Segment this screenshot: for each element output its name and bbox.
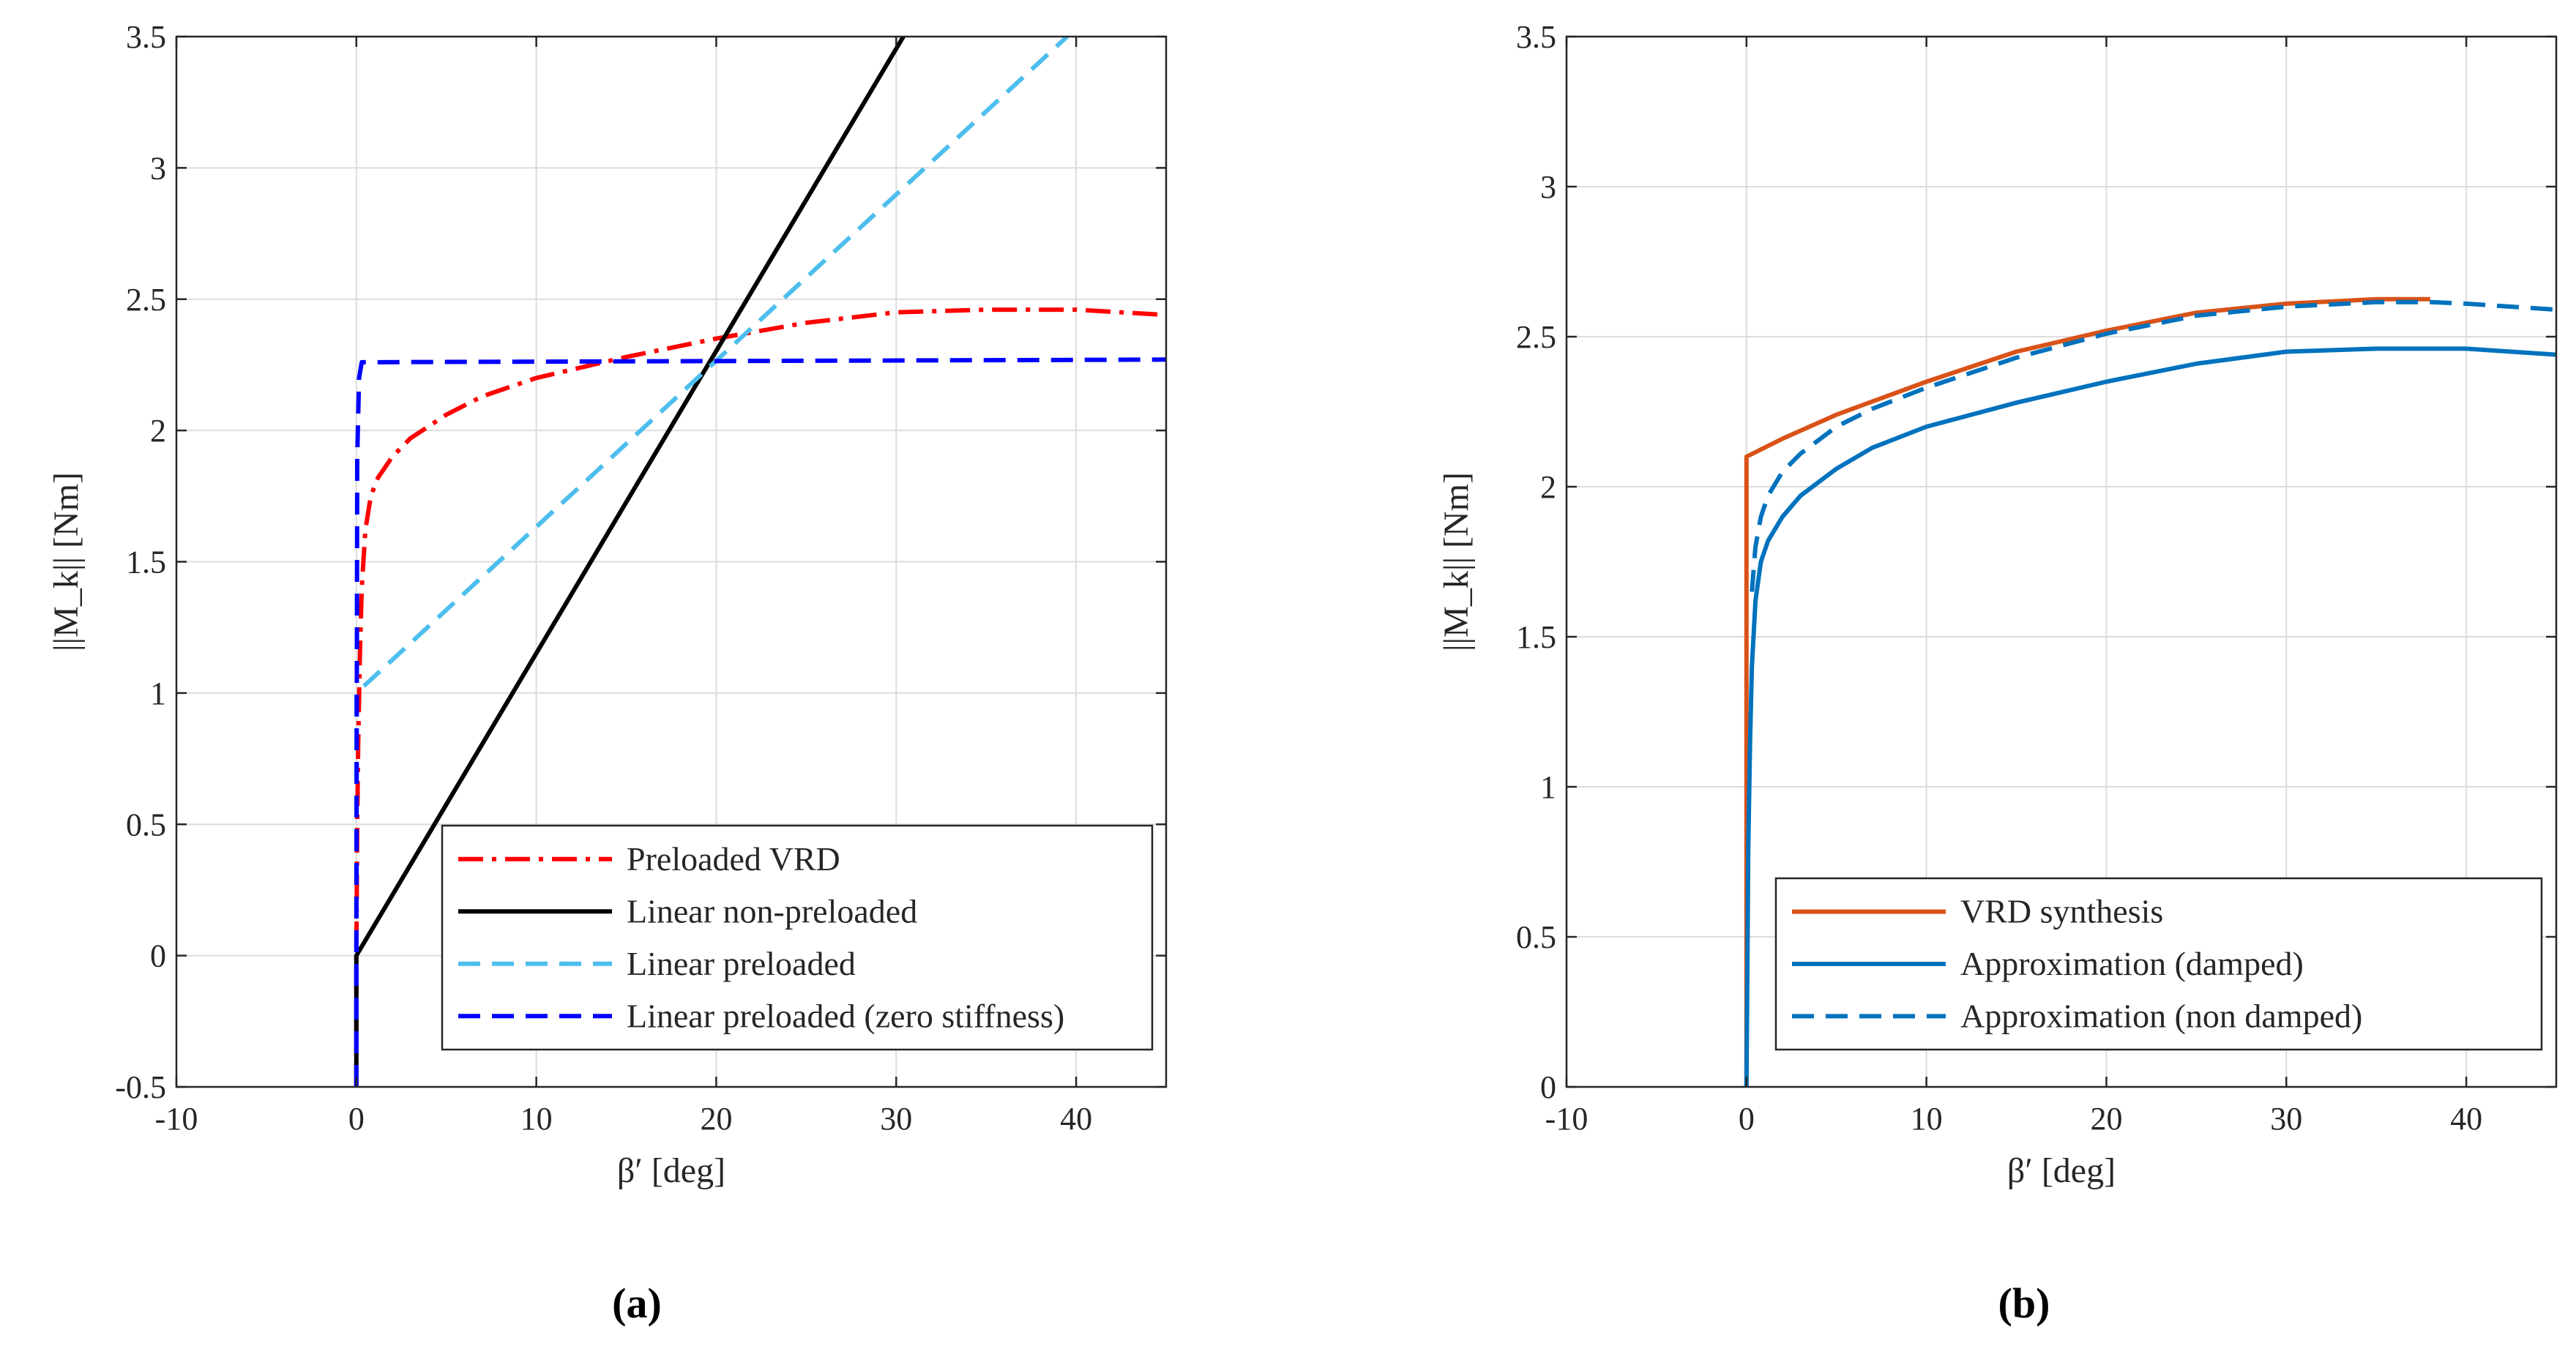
y-tick-label-a-3: 1 <box>150 676 166 711</box>
x-tick-label-b-3: 20 <box>2090 1101 2122 1137</box>
x-tick-label-a-0: -10 <box>155 1101 198 1137</box>
y-tick-label-a-4: 1.5 <box>126 545 166 580</box>
x-tick-label-a-4: 30 <box>880 1101 912 1137</box>
plot-frame-b <box>1565 35 2558 1088</box>
series-line-a-0 <box>354 307 1166 1087</box>
x-tick-label-b-2: 10 <box>1911 1101 1943 1137</box>
series-line-b-1 <box>1744 346 2556 1087</box>
legend-label-b-0: VRD synthesis <box>1960 893 2163 930</box>
y-tick-label-a-0: -0.5 <box>115 1069 166 1105</box>
y-tick-label-b-4: 2 <box>1540 469 1556 505</box>
series-line-a-3 <box>354 357 1166 1087</box>
legend-label-a-1: Linear non-preloaded <box>627 892 917 930</box>
panel-b-label: (b) <box>1998 1279 2050 1327</box>
legend-label-a-2: Linear preloaded <box>627 945 856 982</box>
y-tick-label-a-2: 0.5 <box>126 807 166 842</box>
y-tick-label-b-5: 2.5 <box>1516 319 1556 355</box>
y-tick-label-a-1: 0 <box>150 938 166 974</box>
x-tick-label-a-1: 0 <box>348 1101 365 1137</box>
legend-label-b-1: Approximation (damped) <box>1960 945 2304 982</box>
y-axis-label-a: ||M_k|| [Nm] <box>47 472 86 651</box>
x-tick-label-a-3: 20 <box>700 1101 732 1137</box>
panel-a-label: (a) <box>612 1279 662 1327</box>
y-tick-label-b-1: 0.5 <box>1516 919 1556 955</box>
legend-label-b-2: Approximation (non damped) <box>1960 997 2362 1034</box>
y-axis-label-b: ||M_k|| [Nm] <box>1437 472 1476 651</box>
y-tick-label-a-5: 2 <box>150 413 166 449</box>
chart-panel-a: -10 0 10 20 30 40 -0.5 0 0.5 1 1.5 2 2.5 3 3.5 β′ [deg]… <box>47 19 1168 1190</box>
legend-label-a-0: Preloaded VRD <box>627 840 840 878</box>
y-tick-label-b-0: 0 <box>1540 1069 1556 1105</box>
legend-box-a <box>441 824 1154 1051</box>
x-tick-label-a-2: 10 <box>520 1101 553 1137</box>
x-tick-label-a-5: 40 <box>1060 1101 1092 1137</box>
legend-label-a-3: Linear preloaded (zero stiffness) <box>627 997 1064 1034</box>
y-tick-label-a-7: 3 <box>150 150 166 186</box>
series-line-b-0 <box>1744 296 2430 1087</box>
x-tick-label-b-1: 0 <box>1739 1101 1755 1137</box>
y-tick-label-a-6: 2.5 <box>126 282 166 318</box>
y-tick-label-b-2: 1 <box>1540 769 1556 805</box>
y-tick-label-b-6: 3 <box>1540 169 1556 205</box>
y-tick-label-b-3: 1.5 <box>1516 619 1556 655</box>
x-axis-label-b: β′ [deg] <box>2007 1151 2116 1190</box>
x-tick-label-b-5: 40 <box>2450 1101 2482 1137</box>
y-tick-label-a-8: 3.5 <box>126 19 166 55</box>
y-tick-label-b-7: 3.5 <box>1516 19 1556 55</box>
x-axis-label-a: β′ [deg] <box>617 1151 725 1190</box>
x-tick-label-b-0: -10 <box>1545 1101 1588 1137</box>
x-tick-label-b-4: 30 <box>2270 1101 2302 1137</box>
